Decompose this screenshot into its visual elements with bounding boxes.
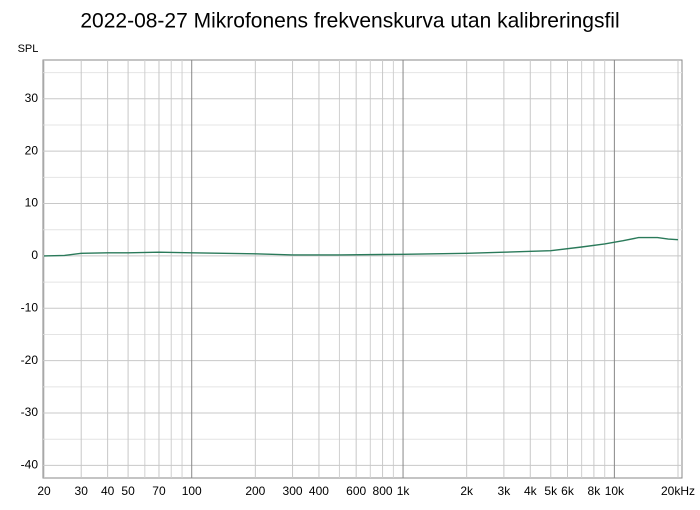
- x-tick-label: 600: [346, 484, 366, 498]
- x-tick-label: 200: [245, 484, 265, 498]
- x-tick-label: 10k: [605, 484, 625, 498]
- y-tick-label: -10: [21, 300, 39, 314]
- x-tick-label: 2k: [460, 484, 474, 498]
- y-tick-label: -40: [21, 458, 39, 472]
- x-tick-label: 400: [309, 484, 329, 498]
- x-tick-label: 4k: [524, 484, 538, 498]
- x-tick-label: 20kHz: [661, 484, 695, 498]
- x-tick-label: 800: [373, 484, 393, 498]
- plot-area: [42, 59, 683, 479]
- y-tick-label: 10: [25, 196, 39, 210]
- x-tick-label: 30: [75, 484, 89, 498]
- y-tick-label: -30: [21, 405, 39, 419]
- x-tick-label: 3k: [498, 484, 512, 498]
- x-tick-label: 100: [182, 484, 202, 498]
- y-tick-label: 0: [31, 248, 38, 262]
- y-tick-label: 30: [25, 91, 39, 105]
- x-tick-label: 6k: [561, 484, 575, 498]
- x-tick-label: 8k: [588, 484, 602, 498]
- y-axis-label: SPL: [18, 43, 39, 55]
- x-tick-label: 300: [283, 484, 303, 498]
- x-tick-label: 70: [152, 484, 166, 498]
- x-tick-label: 20: [37, 484, 51, 498]
- y-tick-label: -20: [21, 353, 39, 367]
- x-tick-label: 40: [101, 484, 115, 498]
- x-tick-label: 1k: [397, 484, 411, 498]
- data-line: [43, 236, 679, 257]
- y-tick-label: 20: [25, 143, 39, 157]
- x-tick-label: 50: [121, 484, 135, 498]
- chart-title: 2022-08-27 Mikrofonens frekvenskurva uta…: [80, 10, 619, 33]
- x-tick-label: 5k: [544, 484, 558, 498]
